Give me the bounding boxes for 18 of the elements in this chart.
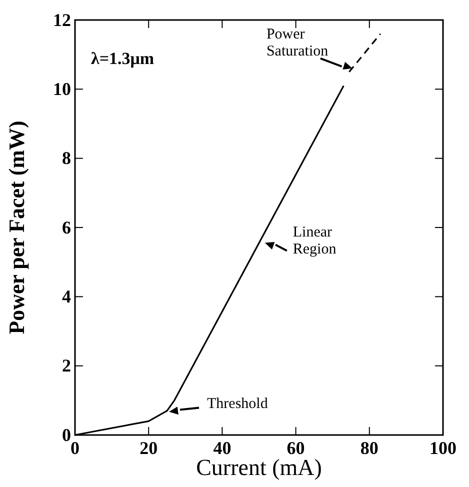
x-tick-label: 20	[140, 438, 158, 458]
x-tick-label: 100	[430, 438, 456, 458]
y-tick-label: 12	[53, 10, 71, 30]
annotation: Linear Region	[292, 224, 337, 258]
y-axis-title: Power per Facet (mW)	[4, 120, 29, 334]
x-axis-title: Current (mA)	[196, 455, 322, 480]
y-tick-label: 4	[62, 286, 71, 306]
x-tick-label: 60	[286, 438, 305, 458]
annotation: Threshold	[207, 396, 268, 412]
y-tick-label: 0	[62, 424, 71, 445]
y-tick-label: 8	[62, 148, 71, 168]
y-tick-label: 2	[62, 356, 71, 376]
annotation: Power Saturation	[266, 26, 329, 60]
x-tick-label: 40	[213, 438, 232, 458]
annotation: λ=1.3μm	[91, 49, 154, 68]
x-tick-label: 80	[360, 438, 378, 458]
y-tick-label: 6	[62, 217, 71, 238]
y-tick-label: 10	[53, 78, 71, 99]
